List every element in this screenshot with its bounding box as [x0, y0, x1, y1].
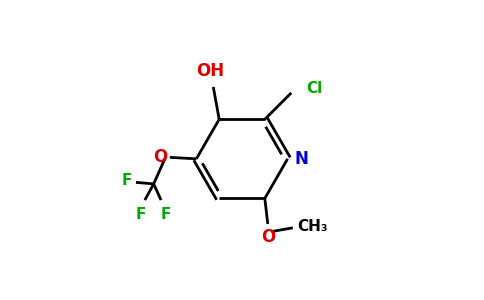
Text: OH: OH: [197, 61, 225, 80]
Text: F: F: [135, 207, 146, 222]
Text: Cl: Cl: [306, 81, 322, 96]
Text: F: F: [160, 207, 171, 222]
Text: CH₃: CH₃: [297, 219, 328, 234]
Text: O: O: [261, 228, 275, 246]
Text: F: F: [121, 173, 132, 188]
Text: N: N: [294, 150, 308, 168]
Text: O: O: [153, 148, 168, 166]
